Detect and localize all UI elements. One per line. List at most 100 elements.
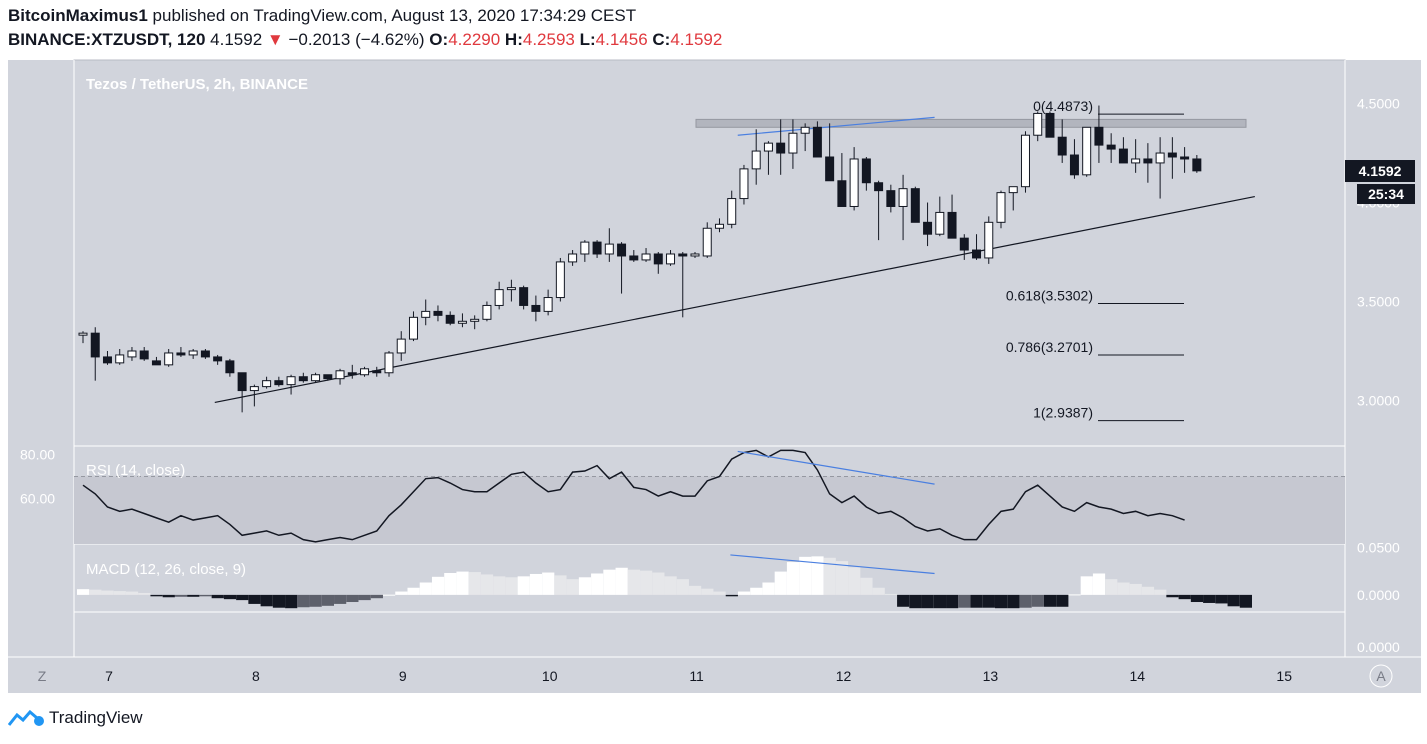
macd-bar — [1117, 582, 1130, 595]
macd-bar — [101, 590, 114, 595]
macd-bar — [236, 594, 249, 601]
candle — [482, 304, 492, 320]
candle — [1143, 158, 1153, 164]
candle — [1057, 136, 1067, 156]
macd-bar — [260, 594, 273, 607]
macd-bar — [1178, 594, 1191, 600]
candle — [78, 332, 88, 336]
macd-bar — [358, 594, 371, 601]
candle — [408, 316, 418, 340]
candle — [825, 156, 835, 182]
macd-bar — [958, 594, 971, 608]
macd-bar — [848, 567, 861, 595]
macd-bar — [1080, 576, 1093, 595]
macd-bar — [1068, 594, 1081, 596]
candle — [262, 380, 272, 388]
fib-level-label: 0.618(3.5302) — [1006, 288, 1093, 304]
macd-bar — [713, 591, 726, 595]
macd-bar — [737, 591, 751, 595]
price-divergence-line — [737, 116, 935, 136]
macd-bar — [1227, 594, 1240, 607]
macd-bar — [395, 591, 408, 595]
candle — [90, 332, 100, 358]
change-text: −0.2013 (−4.62%) — [288, 30, 425, 49]
candle — [739, 168, 749, 200]
macd-bar — [995, 594, 1008, 609]
price-axis-label: 4.5000 — [1357, 96, 1400, 112]
macd-bar — [138, 592, 151, 595]
macd-bar — [860, 577, 873, 595]
macd-bar — [444, 573, 457, 595]
macd-bar — [517, 576, 530, 595]
candle — [213, 356, 223, 362]
candle — [874, 182, 884, 192]
candle — [127, 350, 137, 358]
last-price: 4.1592 — [210, 30, 263, 49]
macd-bar — [211, 594, 224, 599]
candle — [751, 150, 761, 170]
macd-bar — [566, 579, 579, 595]
price-pane-title: Tezos / TetherUS, 2h, BINANCE — [86, 76, 308, 93]
macd-divergence-line — [730, 554, 935, 575]
price-axis-label: 3.0000 — [1357, 392, 1400, 408]
candle — [935, 211, 945, 235]
high-label: H: — [504, 30, 523, 49]
macd-bar — [383, 594, 396, 596]
tradingview-brand: TradingView — [49, 708, 143, 727]
candle — [506, 287, 516, 291]
macd-bar — [321, 594, 334, 606]
macd-bar — [1056, 594, 1069, 607]
tradingview-logo[interactable]: TradingView — [8, 708, 143, 728]
candle — [1094, 126, 1104, 146]
macd-bar — [150, 594, 163, 597]
candle — [763, 142, 773, 152]
macd-bar — [113, 591, 126, 595]
last-price-label: 4.1592 — [1359, 163, 1402, 179]
macd-bar — [370, 594, 383, 599]
macd-bar — [1007, 594, 1020, 609]
candle — [580, 241, 590, 255]
macd-bar — [909, 594, 922, 609]
macd-bar — [554, 575, 567, 595]
macd-bar — [285, 594, 298, 609]
macd-bar — [1019, 594, 1032, 608]
candle — [788, 132, 798, 154]
candle — [494, 289, 504, 306]
candle — [151, 360, 161, 366]
candle — [311, 374, 321, 382]
candle — [641, 253, 651, 261]
macd-bar — [468, 572, 481, 595]
fib-level-label: 1(2.9387) — [1033, 405, 1093, 421]
tradingview-logo-icon — [8, 709, 44, 726]
candle — [1106, 144, 1116, 150]
macd-bar — [725, 594, 738, 597]
low-label: L: — [579, 30, 596, 49]
macd-bar — [1092, 573, 1106, 595]
time-axis-label: 10 — [542, 668, 558, 684]
macd-bar — [946, 594, 959, 609]
candle — [996, 192, 1006, 223]
candle — [139, 350, 149, 360]
candle — [1082, 126, 1092, 176]
countdown-label: 25:34 — [1368, 186, 1404, 202]
countdown-badge — [1357, 184, 1415, 205]
macd-bar — [77, 589, 90, 595]
candle — [947, 211, 957, 239]
candle — [702, 227, 712, 257]
macd-bar — [1105, 579, 1118, 595]
macd-bar — [309, 594, 322, 607]
candle — [188, 350, 198, 356]
high-value: 4.2593 — [522, 30, 575, 49]
rsi-pane-title: RSI (14, close) — [86, 462, 185, 479]
author-name[interactable]: BitcoinMaximus1 — [8, 6, 148, 25]
resistance-zone — [695, 118, 1247, 128]
macd-bar — [823, 557, 836, 595]
candle — [568, 253, 578, 263]
candle — [237, 372, 247, 392]
candle — [421, 310, 431, 318]
macd-bar — [750, 587, 763, 595]
macd-bar — [1154, 589, 1167, 595]
candle — [384, 352, 394, 374]
candle — [959, 237, 969, 251]
